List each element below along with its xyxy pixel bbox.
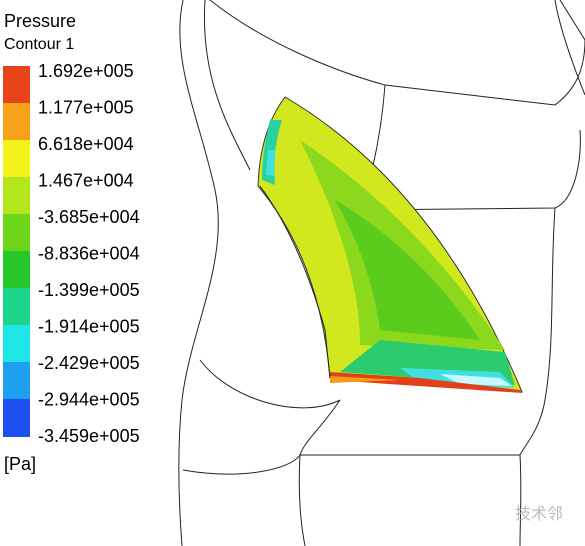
legend-subtitle: Contour 1	[4, 36, 74, 53]
legend-level: 6.618e+004	[38, 134, 134, 154]
wireframe	[178, 0, 585, 546]
legend-title: Pressure	[4, 11, 76, 31]
legend-level: -8.836e+004	[38, 243, 140, 263]
legend-level: -1.914e+005	[38, 316, 140, 336]
legend-level: 1.467e+004	[38, 170, 134, 190]
legend-level: -3.685e+004	[38, 207, 140, 227]
watermark: 技术邻	[515, 505, 563, 523]
blade-contour	[257, 96, 523, 393]
legend-level: -1.399e+005	[38, 280, 140, 300]
legend-level: 1.177e+005	[38, 97, 134, 117]
color-legend: Pressure Contour 1 1.692e+005 1.177e+005 6…	[3, 11, 140, 474]
legend-level: -2.429e+005	[38, 353, 140, 373]
legend-level: -2.944e+005	[38, 389, 140, 409]
legend-unit: [Pa]	[4, 454, 36, 474]
legend-level: -3.459e+005	[38, 426, 140, 446]
legend-level: 1.692e+005	[38, 61, 134, 81]
color-bar	[3, 66, 30, 437]
